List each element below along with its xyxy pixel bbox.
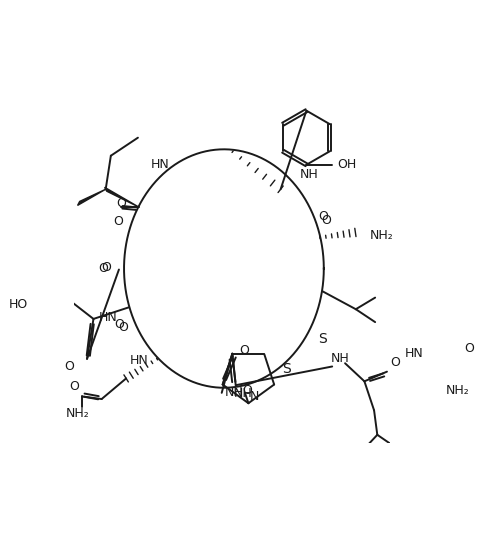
- Text: O: O: [101, 261, 111, 274]
- Text: NH₂: NH₂: [369, 229, 393, 241]
- Text: O: O: [98, 262, 108, 275]
- Text: S: S: [318, 332, 327, 346]
- Text: NH₂: NH₂: [65, 407, 89, 420]
- Text: N: N: [250, 390, 260, 403]
- Text: NH: NH: [331, 351, 349, 364]
- Text: O: O: [115, 318, 124, 331]
- Text: O: O: [322, 213, 332, 227]
- Text: O: O: [239, 344, 249, 357]
- Text: HN: HN: [150, 158, 169, 171]
- Text: O: O: [64, 360, 74, 373]
- Text: HO: HO: [9, 298, 28, 310]
- Text: NH: NH: [233, 387, 252, 400]
- Text: S: S: [282, 362, 291, 376]
- Text: O: O: [118, 321, 128, 334]
- Text: O: O: [390, 356, 400, 369]
- Text: NH: NH: [299, 168, 318, 181]
- Polygon shape: [77, 189, 106, 205]
- Text: NH₂: NH₂: [445, 384, 469, 397]
- Text: O: O: [116, 197, 126, 210]
- Polygon shape: [105, 187, 139, 208]
- Text: OH: OH: [337, 158, 357, 171]
- Text: NH: NH: [225, 386, 244, 399]
- Text: HN: HN: [99, 311, 118, 324]
- Text: HN: HN: [405, 347, 423, 360]
- Text: HN: HN: [130, 354, 148, 367]
- Text: O: O: [70, 379, 79, 392]
- Text: O: O: [318, 210, 328, 223]
- Text: O: O: [465, 342, 474, 355]
- Text: O: O: [114, 215, 123, 228]
- Text: O: O: [243, 384, 252, 397]
